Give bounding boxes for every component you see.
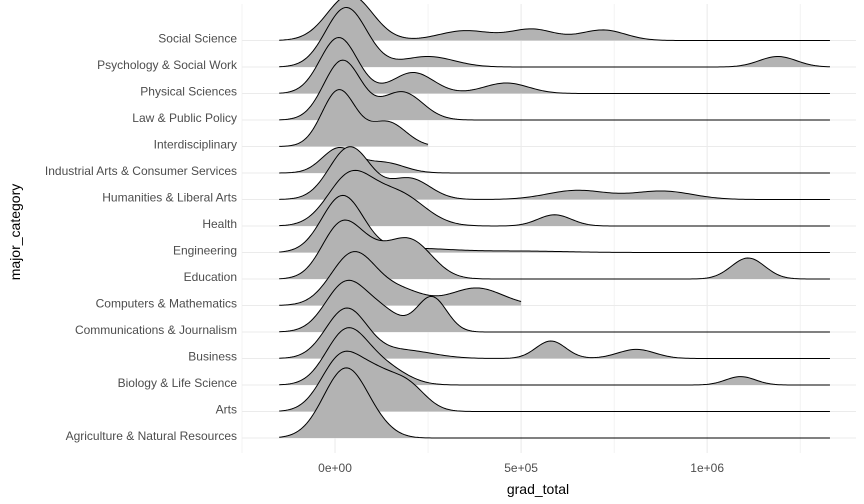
ridge-area-humanities-liberal-arts (279, 146, 830, 200)
ridges (279, 0, 830, 439)
ridge-line-humanities-liberal-arts (279, 146, 830, 200)
y-tick-label: Education (184, 270, 237, 284)
ridge-line-education (279, 219, 830, 280)
ridge-line-psychology-social-work (279, 6, 830, 68)
y-axis-title: major_category (7, 184, 23, 281)
y-tick-label: Physical Sciences (140, 85, 237, 99)
ridge-area-law-public-policy (279, 60, 830, 120)
y-tick-label: Agriculture & Natural Resources (66, 429, 237, 443)
ridge-line-arts (279, 350, 830, 412)
y-tick-label: Biology & Life Science (118, 376, 238, 390)
y-tick-label: Business (188, 350, 237, 364)
y-tick-label: Psychology & Social Work (97, 58, 238, 72)
y-tick-label: Computers & Mathematics (96, 297, 237, 311)
ridge-area-education (279, 220, 830, 279)
ridge-line-biology-life-science (279, 327, 830, 386)
ridge-line-agriculture-natural-resources (279, 367, 830, 439)
y-tick-labels: Agriculture & Natural Resources Arts Biolo… (45, 32, 238, 444)
ridge-area-interdisciplinary (279, 89, 429, 147)
y-tick-label: Social Science (158, 32, 237, 46)
x-tick-label: 0e+00 (318, 461, 352, 475)
y-tick-label: Arts (216, 403, 237, 417)
x-axis-title: grad_total (507, 481, 569, 497)
y-tick-label: Health (202, 217, 237, 231)
y-tick-label: Law & Public Policy (132, 111, 237, 125)
ridge-area-communications-journalism (279, 280, 830, 332)
y-tick-label: Industrial Arts & Consumer Services (45, 164, 237, 178)
x-tick-label: 1e+06 (690, 461, 724, 475)
ridge-line-physical-sciences (279, 36, 830, 94)
y-tick-label: Interdisciplinary (154, 138, 237, 152)
ridge-line-communications-journalism (279, 279, 830, 333)
ridge-line-business (279, 307, 830, 359)
ridge-line-health (279, 169, 830, 227)
y-tick-label: Engineering (173, 244, 237, 258)
ridge-line-computers-mathematics (279, 251, 522, 306)
ridge-line-social-science (279, 0, 830, 41)
y-tick-label: Humanities & Liberal Arts (102, 191, 237, 205)
ridge-line-industrial-arts-consumer-services (279, 146, 830, 174)
ridge-line-law-public-policy (279, 59, 830, 121)
ridge-line-interdisciplinary (279, 89, 429, 147)
ridge-area-health (279, 170, 830, 226)
ridge-line-engineering (279, 194, 830, 253)
ridge-area-agriculture-natural-resources (279, 367, 830, 438)
y-tick-label: Communications & Journalism (75, 323, 237, 337)
ridge-area-arts (279, 351, 830, 412)
x-tick-labels: 0e+00 5e+05 1e+06 (318, 461, 724, 475)
ridge-area-physical-sciences (279, 37, 830, 94)
x-tick-label: 5e+05 (504, 461, 538, 475)
